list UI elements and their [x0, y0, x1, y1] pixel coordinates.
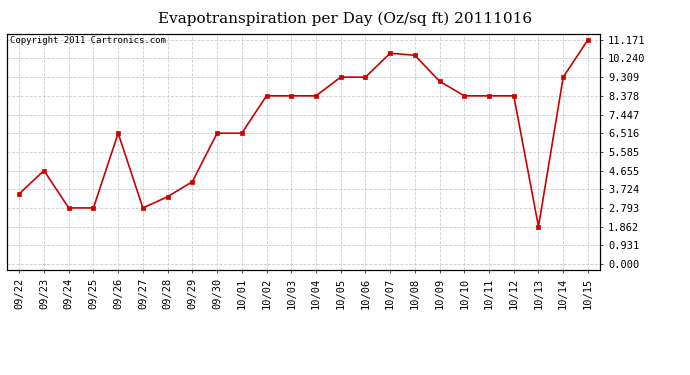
Text: Evapotranspiration per Day (Oz/sq ft) 20111016: Evapotranspiration per Day (Oz/sq ft) 20… [158, 11, 532, 26]
Text: Copyright 2011 Cartronics.com: Copyright 2011 Cartronics.com [10, 36, 166, 45]
